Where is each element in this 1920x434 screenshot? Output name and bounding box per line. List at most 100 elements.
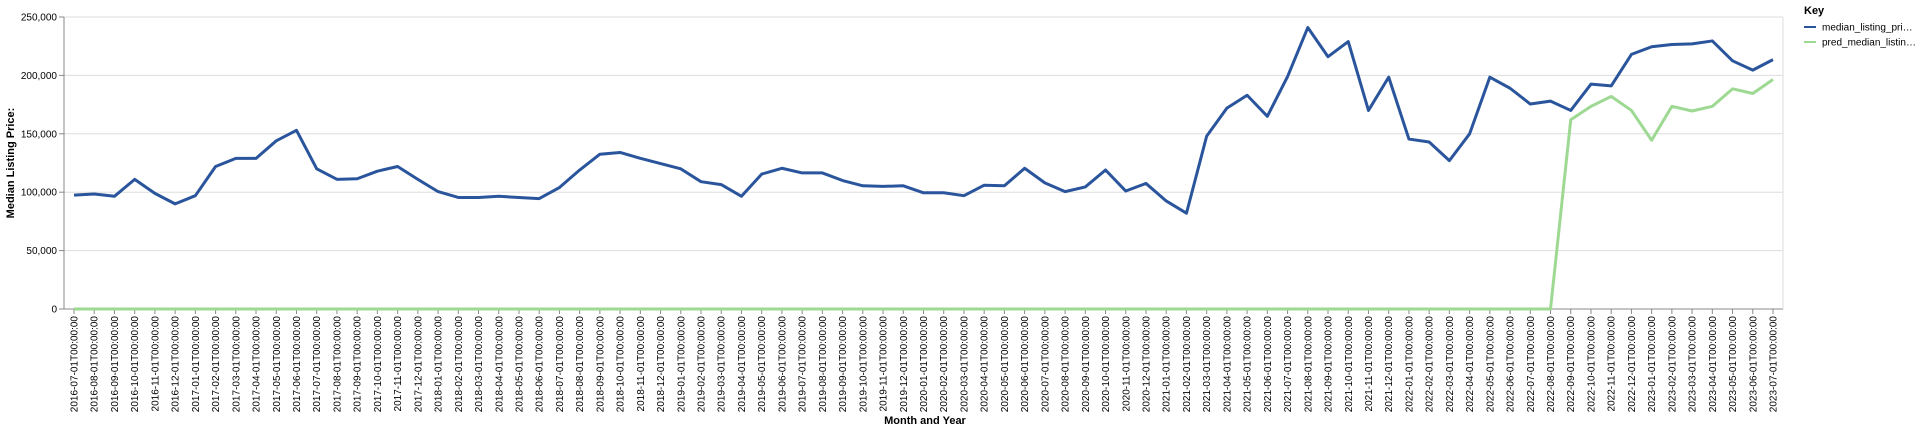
x-tick-label: 2021-12-01T00:00:00 [1384, 316, 1395, 413]
y-tick-label: 250,000 [21, 13, 58, 24]
series-line [73, 26, 1774, 215]
legend-title: Key [1804, 5, 1825, 17]
y-tick-label: 0 [51, 305, 57, 316]
x-tick-label: 2022-09-01T00:00:00 [1566, 316, 1577, 413]
x-tick-label: 2020-09-01T00:00:00 [1081, 316, 1092, 413]
x-tick-label: 2017-01-01T00:00:00 [191, 316, 202, 413]
x-tick-label: 2016-10-01T00:00:00 [130, 316, 141, 413]
x-tick-label: 2019-07-01T00:00:00 [798, 316, 809, 413]
x-tick-label: 2019-04-01T00:00:00 [737, 316, 748, 413]
x-tick-label: 2017-11-01T00:00:00 [393, 316, 404, 412]
x-tick-label: 2018-09-01T00:00:00 [595, 316, 606, 413]
x-tick-label: 2016-11-01T00:00:00 [150, 316, 161, 412]
x-tick-label: 2023-06-01T00:00:00 [1748, 316, 1759, 413]
x-tick-label: 2017-02-01T00:00:00 [211, 316, 222, 413]
y-tick-label: 150,000 [21, 129, 58, 140]
x-tick-label: 2021-01-01T00:00:00 [1162, 316, 1173, 413]
x-tick-label: 2020-04-01T00:00:00 [980, 316, 991, 413]
x-tick-label: 2022-08-01T00:00:00 [1546, 316, 1557, 413]
x-tick-label: 2022-03-01T00:00:00 [1445, 316, 1456, 413]
x-tick-label: 2023-07-01T00:00:00 [1769, 316, 1780, 413]
y-tick-label: 50,000 [26, 246, 57, 257]
x-tick-label: 2020-08-01T00:00:00 [1061, 316, 1072, 413]
x-tick-label: 2021-10-01T00:00:00 [1344, 316, 1355, 413]
x-tick-label: 2018-08-01T00:00:00 [575, 316, 586, 413]
x-tick-label: 2017-10-01T00:00:00 [373, 316, 384, 413]
x-tick-label: 2019-02-01T00:00:00 [697, 316, 708, 413]
x-tick-label: 2019-01-01T00:00:00 [676, 316, 687, 413]
x-tick-label: 2023-04-01T00:00:00 [1708, 316, 1719, 413]
x-tick-label: 2020-11-01T00:00:00 [1121, 316, 1132, 412]
x-tick-label: 2020-01-01T00:00:00 [919, 316, 930, 413]
x-tick-label: 2019-06-01T00:00:00 [777, 316, 788, 413]
x-tick-label: 2020-10-01T00:00:00 [1101, 316, 1112, 413]
x-tick-label: 2023-05-01T00:00:00 [1728, 316, 1739, 413]
x-tick-label: 2019-12-01T00:00:00 [899, 316, 910, 413]
x-tick-label: 2019-05-01T00:00:00 [757, 316, 768, 413]
x-tick-label: 2021-11-01T00:00:00 [1364, 316, 1375, 412]
x-tick-label: 2017-12-01T00:00:00 [413, 316, 424, 413]
y-tick-label: 200,000 [21, 71, 58, 82]
legend-label: median_listing_pri… [1822, 23, 1913, 34]
series-line [74, 78, 1774, 311]
x-tick-label: 2021-07-01T00:00:00 [1283, 316, 1294, 413]
x-tick-label: 2021-08-01T00:00:00 [1303, 316, 1314, 413]
x-tick-label: 2022-04-01T00:00:00 [1465, 316, 1476, 413]
x-tick-label: 2018-06-01T00:00:00 [535, 316, 546, 413]
x-tick-label: 2020-06-01T00:00:00 [1020, 316, 1031, 413]
x-tick-label: 2020-07-01T00:00:00 [1040, 316, 1051, 413]
x-tick-label: 2022-05-01T00:00:00 [1485, 316, 1496, 413]
x-tick-label: 2017-08-01T00:00:00 [332, 316, 343, 413]
x-tick-label: 2018-04-01T00:00:00 [494, 316, 505, 413]
x-tick-label: 2021-03-01T00:00:00 [1202, 316, 1213, 413]
x-tick-label: 2020-03-01T00:00:00 [959, 316, 970, 413]
x-tick-label: 2019-08-01T00:00:00 [818, 316, 829, 413]
x-tick-label: 2020-12-01T00:00:00 [1141, 316, 1152, 413]
x-tick-label: 2018-05-01T00:00:00 [514, 316, 525, 413]
x-tick-label: 2018-07-01T00:00:00 [555, 316, 566, 413]
x-tick-label: 2019-11-01T00:00:00 [879, 316, 890, 412]
x-tick-label: 2016-08-01T00:00:00 [90, 316, 101, 413]
x-tick-label: 2022-10-01T00:00:00 [1586, 316, 1597, 413]
legend-label: pred_median_listin… [1822, 38, 1916, 49]
x-tick-label: 2022-01-01T00:00:00 [1404, 316, 1415, 413]
y-axis-title: Median Listing Price: [5, 108, 17, 219]
x-tick-label: 2023-02-01T00:00:00 [1667, 316, 1678, 413]
x-tick-label: 2016-12-01T00:00:00 [171, 316, 182, 413]
x-tick-label: 2019-09-01T00:00:00 [838, 316, 849, 413]
x-tick-label: 2023-01-01T00:00:00 [1647, 316, 1658, 413]
x-tick-label: 2018-01-01T00:00:00 [434, 316, 445, 413]
x-tick-label: 2022-12-01T00:00:00 [1627, 316, 1638, 413]
y-tick-label: 100,000 [21, 188, 58, 199]
x-tick-label: 2018-12-01T00:00:00 [656, 316, 667, 413]
x-tick-label: 2019-03-01T00:00:00 [717, 316, 728, 413]
x-axis-title: Month and Year [884, 415, 966, 427]
x-tick-label: 2017-09-01T00:00:00 [353, 316, 364, 413]
x-tick-label: 2020-02-01T00:00:00 [939, 316, 950, 413]
x-tick-label: 2017-06-01T00:00:00 [292, 316, 303, 413]
x-tick-label: 2016-07-01T00:00:00 [70, 316, 81, 413]
x-tick-label: 2017-05-01T00:00:00 [272, 316, 283, 413]
x-tick-label: 2021-05-01T00:00:00 [1243, 316, 1254, 413]
x-tick-label: 2019-10-01T00:00:00 [858, 316, 869, 413]
x-tick-label: 2018-10-01T00:00:00 [616, 316, 627, 413]
x-tick-label: 2022-06-01T00:00:00 [1506, 316, 1517, 413]
x-tick-label: 2021-04-01T00:00:00 [1222, 316, 1233, 413]
x-tick-label: 2018-03-01T00:00:00 [474, 316, 485, 413]
x-tick-label: 2021-09-01T00:00:00 [1324, 316, 1335, 413]
x-tick-label: 2021-06-01T00:00:00 [1263, 316, 1274, 413]
x-tick-label: 2022-07-01T00:00:00 [1526, 316, 1537, 413]
x-tick-label: 2022-02-01T00:00:00 [1425, 316, 1436, 413]
x-tick-label: 2021-02-01T00:00:00 [1182, 316, 1193, 413]
x-tick-label: 2017-07-01T00:00:00 [312, 316, 323, 413]
x-tick-label: 2016-09-01T00:00:00 [110, 316, 121, 413]
x-tick-label: 2018-11-01T00:00:00 [636, 316, 647, 412]
x-tick-label: 2022-11-01T00:00:00 [1607, 316, 1618, 412]
x-tick-label: 2023-03-01T00:00:00 [1688, 316, 1699, 413]
x-tick-label: 2020-05-01T00:00:00 [1000, 316, 1011, 413]
x-tick-label: 2017-03-01T00:00:00 [231, 316, 242, 413]
x-tick-label: 2018-02-01T00:00:00 [454, 316, 465, 413]
x-tick-label: 2017-04-01T00:00:00 [252, 316, 263, 413]
